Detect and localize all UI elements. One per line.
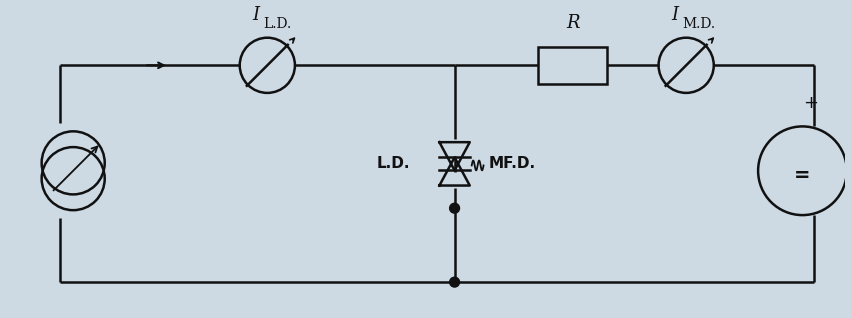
Bar (539, 46, 608, 84)
Text: L.D.: L.D. (263, 17, 292, 31)
Text: I: I (252, 6, 260, 24)
Circle shape (449, 277, 460, 287)
Text: MF.D.: MF.D. (489, 156, 536, 171)
Text: R: R (566, 14, 580, 32)
Text: +: + (802, 93, 818, 112)
Text: =: = (794, 166, 811, 185)
Text: M.D.: M.D. (683, 17, 716, 31)
Text: I: I (671, 6, 678, 24)
Text: L.D.: L.D. (377, 156, 410, 171)
Circle shape (449, 203, 460, 213)
